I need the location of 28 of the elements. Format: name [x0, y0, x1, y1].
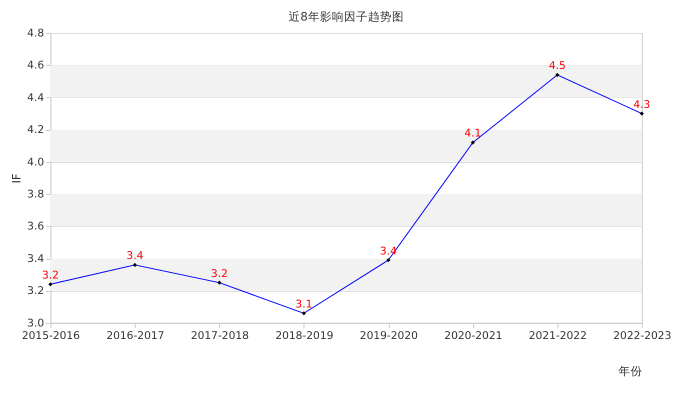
x-tick-label: 2018-2019	[275, 328, 334, 342]
x-tick-label: 2016-2017	[106, 328, 164, 342]
y-tick-label: 3.2	[27, 284, 44, 298]
x-tick-label: 2015-2016	[22, 328, 80, 342]
y-tick-label: 4.6	[27, 58, 44, 72]
y-tick-label: 4.8	[27, 26, 44, 40]
data-label: 3.1	[295, 297, 312, 310]
data-label: 4.5	[548, 59, 566, 72]
y-tick-label: 3.8	[27, 187, 44, 200]
x-tick-label: 2022-2023	[613, 328, 672, 342]
data-label: 4.1	[464, 126, 482, 140]
y-axis-title: IF	[9, 173, 24, 184]
data-label: 3.2	[42, 268, 59, 282]
y-tick-label: 4.0	[27, 155, 44, 168]
data-label: 3.2	[210, 266, 228, 280]
x-tick-label: 2020-2021	[444, 328, 502, 342]
y-tick-label: 4.4	[27, 90, 44, 104]
x-axis-title: 年份	[618, 364, 642, 378]
y-tick-label: 3.4	[27, 252, 44, 265]
x-tick-label: 2021-2022	[528, 328, 587, 342]
x-tick-label: 2019-2020	[360, 328, 418, 342]
data-label: 3.4	[126, 249, 144, 262]
data-label: 4.3	[633, 98, 650, 111]
y-tick-label: 4.2	[27, 123, 44, 136]
chart-title: 近8年影响因子趋势图	[288, 9, 404, 24]
x-tick-label: 2017-2018	[190, 328, 250, 342]
y-tick-label: 3.0	[27, 316, 44, 330]
y-tick-label: 3.6	[27, 220, 44, 233]
